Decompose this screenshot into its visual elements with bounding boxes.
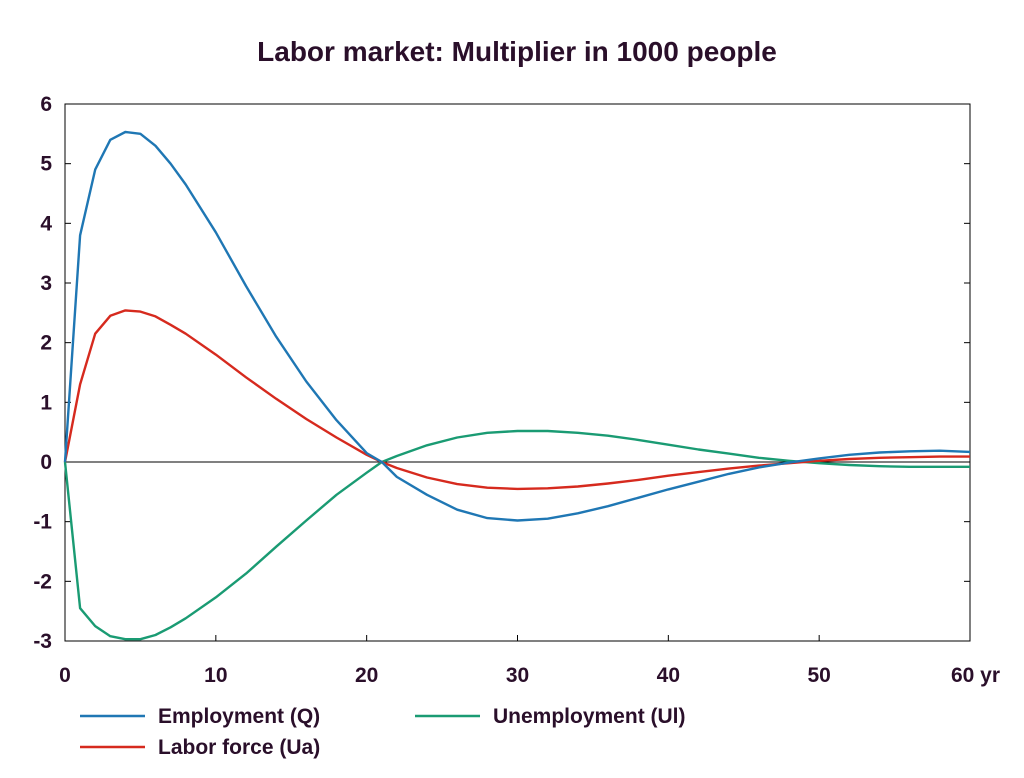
x-tick-label: 30 (506, 664, 529, 687)
y-tick-label: 6 (40, 93, 52, 116)
legend-label: Employment (Q) (158, 705, 320, 728)
y-tick-label: 1 (40, 391, 52, 414)
legend-label: Unemployment (Ul) (493, 705, 686, 728)
y-tick-label: 3 (40, 272, 52, 295)
y-tick-label: -3 (33, 630, 52, 653)
x-tick-label: 40 (657, 664, 680, 687)
y-tick-label: 0 (40, 451, 52, 474)
y-tick-label: -1 (33, 511, 52, 534)
y-tick-label: -2 (33, 570, 52, 593)
y-tick-label: 4 (40, 212, 52, 235)
axes: -3 -2 -1 0 1 2 3 4 5 6 0 10 20 30 40 50 60 yr (33, 93, 1000, 687)
plot-frame (64, 103, 971, 642)
x-tick-label: 50 (807, 664, 830, 687)
chart-title: Labor market: Multiplier in 1000 people (257, 36, 777, 67)
y-tick-label: 5 (40, 153, 52, 176)
x-tick-label: 20 (355, 664, 378, 687)
x-tick-label: 60 yr (951, 664, 1000, 687)
x-tick-label: 0 (59, 664, 71, 687)
legend-label: Labor force (Ua) (158, 736, 320, 759)
legend: Employment (Q) Unemployment (Ul) Labor for… (80, 705, 686, 759)
y-tick-label: 2 (40, 332, 52, 355)
series-layer (63, 130, 971, 641)
x-tick-label: 10 (204, 664, 227, 687)
series-line (63, 130, 971, 522)
